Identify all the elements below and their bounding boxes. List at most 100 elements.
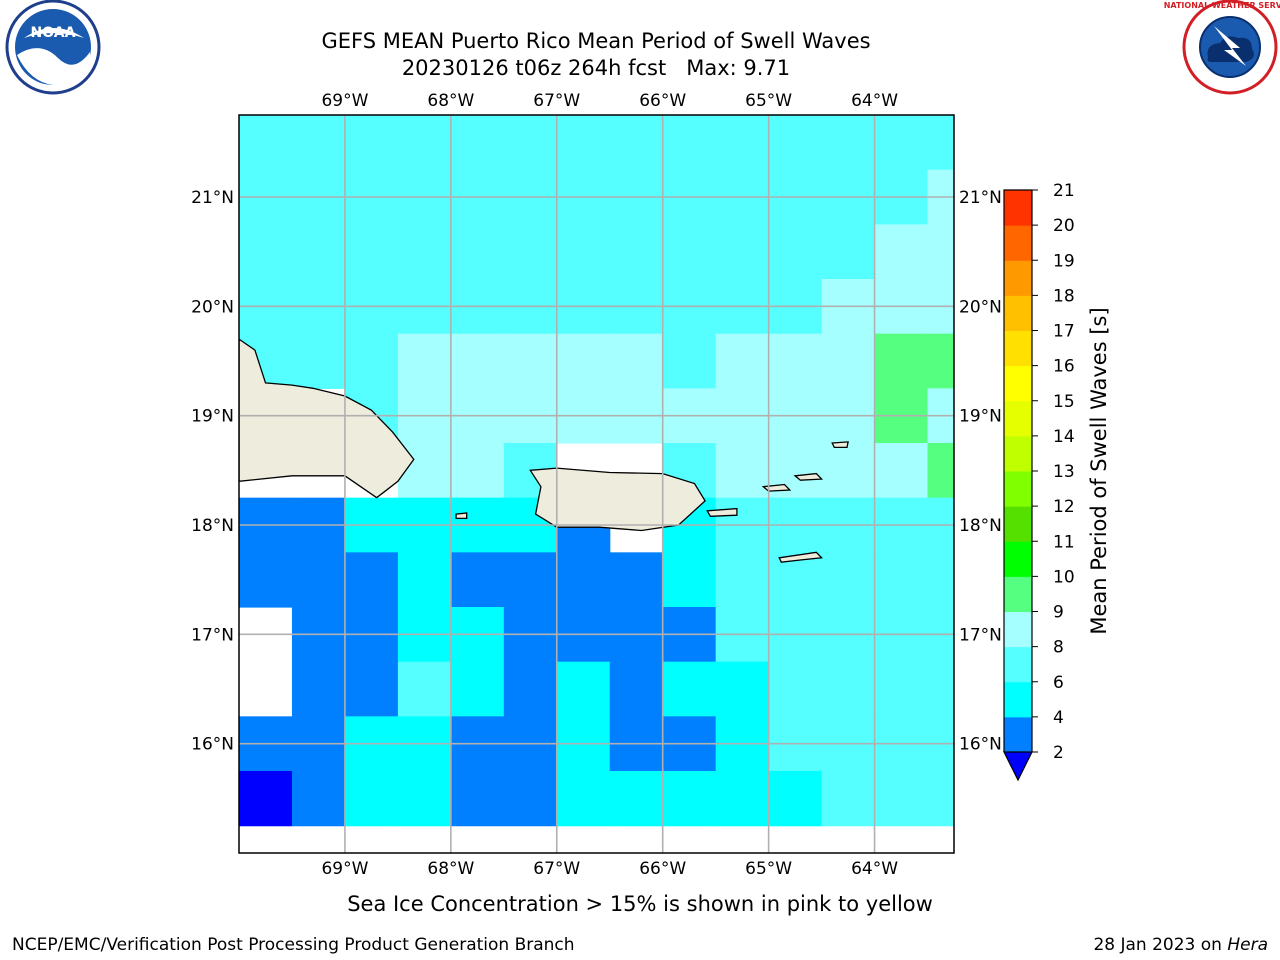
colorbar-tick-label: 18 bbox=[1053, 286, 1075, 306]
footer-date: 28 Jan 2023 on bbox=[1093, 935, 1227, 955]
x-tick-labels-bottom: 69°W 68°W 67°W 66°W 65°W 64°W bbox=[321, 859, 898, 879]
field-cell bbox=[768, 661, 823, 717]
x-tick-label: 65°W bbox=[745, 859, 792, 879]
x-tick-label: 68°W bbox=[427, 859, 474, 879]
colorbar-tick-label: 10 bbox=[1053, 567, 1075, 587]
field-cell bbox=[715, 115, 770, 171]
colorbar-segment bbox=[1004, 681, 1032, 718]
x-tick-label: 66°W bbox=[639, 91, 686, 111]
map-frame bbox=[238, 114, 955, 854]
y-tick-label: 16°N bbox=[191, 735, 234, 755]
colorbar-segment bbox=[1004, 471, 1032, 507]
field-cell bbox=[609, 333, 664, 389]
field-cell bbox=[450, 333, 505, 389]
colorbar-tick-label: 15 bbox=[1053, 392, 1075, 412]
noaa-logo-text: NOAA bbox=[31, 25, 76, 41]
field-cell bbox=[503, 224, 558, 280]
colorbar-segment bbox=[1004, 506, 1032, 542]
colorbar-tick-label: 16 bbox=[1053, 357, 1075, 377]
chart-subtitle: 20230126 t06z 264h fcst Max: 9.71 bbox=[402, 56, 790, 80]
field-cell bbox=[397, 661, 452, 717]
colorbar-segment bbox=[1004, 576, 1032, 612]
field-cell bbox=[397, 771, 452, 827]
field-cell bbox=[874, 771, 929, 827]
y-tick-label: 16°N bbox=[959, 735, 1002, 755]
field-cell bbox=[715, 771, 770, 827]
y-tick-label: 17°N bbox=[191, 625, 234, 645]
field-cell bbox=[768, 552, 823, 608]
field-cell bbox=[291, 661, 346, 717]
field-cell bbox=[397, 115, 452, 171]
field-cell bbox=[344, 552, 399, 608]
nws-logo-text: NATIONAL WEATHER SERVICE bbox=[1164, 1, 1280, 10]
y-tick-label: 21°N bbox=[191, 188, 234, 208]
colorbar-tick-label: 2 bbox=[1053, 743, 1064, 763]
field-cell bbox=[821, 661, 876, 717]
field-cell bbox=[239, 115, 293, 171]
colorbar-segment bbox=[1004, 716, 1032, 753]
field-cell bbox=[874, 661, 929, 717]
field-cell bbox=[503, 661, 558, 717]
colorbar-tick-label: 4 bbox=[1053, 708, 1064, 728]
y-tick-labels-left: 16°N 17°N 18°N 19°N 20°N 21°N bbox=[191, 188, 234, 755]
y-tick-label: 19°N bbox=[191, 407, 234, 427]
colorbar-tick-label: 21 bbox=[1053, 181, 1075, 201]
land-tortola bbox=[793, 472, 824, 481]
field-cell bbox=[291, 552, 346, 608]
land-st-croix bbox=[778, 551, 823, 563]
field-cell bbox=[821, 443, 876, 499]
colorbar-tick-label: 17 bbox=[1053, 322, 1075, 342]
field-cell bbox=[291, 333, 346, 389]
colorbar-tick-label: 12 bbox=[1053, 497, 1075, 517]
field-cell bbox=[821, 115, 876, 171]
field-cell bbox=[927, 115, 954, 171]
colorbar: 2 4 6 8 9 10 11 12 13 14 15 16 17 18 19 20 21 bbox=[1003, 181, 1075, 782]
colorbar-tick-label: 14 bbox=[1053, 427, 1075, 447]
field-cell bbox=[927, 443, 954, 499]
chart-title: GEFS MEAN Puerto Rico Mean Period of Swe… bbox=[321, 29, 870, 53]
field-cell bbox=[239, 224, 293, 280]
field-cell bbox=[609, 115, 664, 171]
field-cell bbox=[503, 333, 558, 389]
field-cell bbox=[662, 771, 717, 827]
land-vieques bbox=[706, 507, 738, 517]
footer-host: Hera bbox=[1227, 935, 1268, 955]
field-cell bbox=[503, 115, 558, 171]
landmasses bbox=[239, 338, 849, 563]
field-cell bbox=[874, 333, 929, 389]
field-cell bbox=[821, 552, 876, 608]
field-cell bbox=[556, 333, 611, 389]
field-cell bbox=[397, 552, 452, 608]
colorbar-tick-label: 8 bbox=[1053, 638, 1064, 658]
colorbar-segment bbox=[1004, 541, 1032, 577]
field-cell bbox=[450, 224, 505, 280]
field-cell bbox=[503, 771, 558, 827]
colorbar-tick-label: 11 bbox=[1053, 532, 1075, 552]
field-cell bbox=[556, 552, 611, 608]
colorbar-tick-label: 13 bbox=[1053, 462, 1075, 482]
field-cell bbox=[768, 771, 823, 827]
x-tick-label: 67°W bbox=[533, 859, 580, 879]
field-cell bbox=[662, 333, 717, 389]
field-cell bbox=[609, 771, 664, 827]
field-cell bbox=[450, 443, 505, 499]
land-st-thomas bbox=[761, 483, 792, 492]
x-tick-label: 66°W bbox=[639, 859, 686, 879]
field-cell bbox=[609, 661, 664, 717]
field-cell bbox=[609, 552, 664, 608]
field-cell bbox=[556, 661, 611, 717]
field-cell bbox=[715, 443, 770, 499]
y-tick-label: 18°N bbox=[959, 516, 1002, 536]
field-cell bbox=[450, 771, 505, 827]
field-cell bbox=[609, 224, 664, 280]
land-anegada bbox=[831, 441, 849, 449]
x-tick-label: 64°W bbox=[851, 859, 898, 879]
y-tick-label: 19°N bbox=[959, 407, 1002, 427]
field-cell bbox=[927, 552, 954, 608]
field-cell bbox=[556, 115, 611, 171]
colorbar-segment bbox=[1004, 190, 1032, 226]
field-cell bbox=[768, 115, 823, 171]
colorbar-segment bbox=[1004, 365, 1032, 402]
footer-left: NCEP/EMC/Verification Post Processing Pr… bbox=[12, 935, 575, 955]
colorbar-under-triangle bbox=[1003, 751, 1033, 782]
